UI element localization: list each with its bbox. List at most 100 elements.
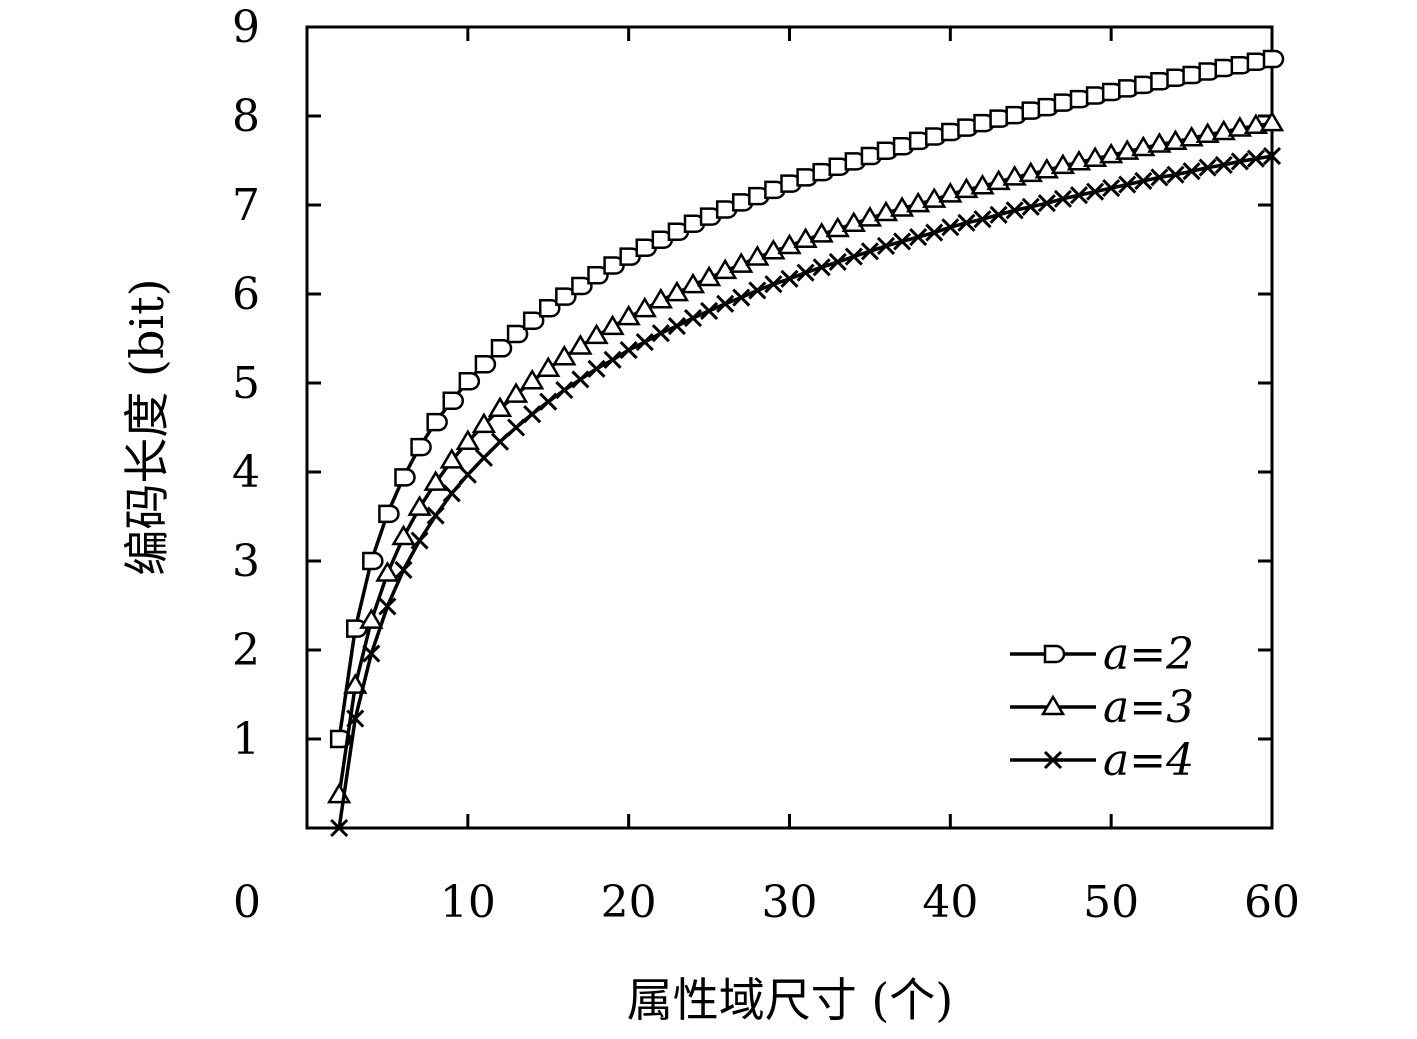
data-point-a4 — [909, 227, 928, 247]
data-point-a2 — [426, 412, 448, 432]
legend-label-a2: a=2 — [1103, 629, 1194, 680]
data-point-a2 — [378, 504, 400, 524]
data-point-a3 — [1147, 132, 1172, 153]
data-point-a4 — [330, 818, 349, 838]
data-point-a4 — [828, 252, 847, 272]
data-point-a3 — [503, 382, 529, 403]
data-point-a2 — [362, 551, 384, 571]
data-point-a4 — [362, 644, 381, 663]
data-point-a4 — [796, 263, 815, 282]
data-point-a4 — [1166, 165, 1185, 184]
legend-marker-a4 — [1043, 750, 1063, 770]
axis-ticks — [307, 27, 1272, 828]
data-point-a4 — [844, 247, 863, 266]
data-point-a4 — [1198, 158, 1217, 177]
y-tick-label: 5 — [232, 358, 260, 409]
data-point-a4 — [507, 418, 526, 437]
data-point-a4 — [346, 709, 365, 728]
legend-item-a4: a=4 — [1010, 735, 1194, 786]
data-point-a3 — [455, 429, 481, 450]
data-point-a3 — [1227, 115, 1253, 137]
x-tick-label: 60 — [1244, 877, 1300, 928]
legend-item-a2: a=2 — [1010, 629, 1194, 680]
data-point-a3 — [1195, 122, 1220, 143]
data-point-a4 — [973, 210, 992, 229]
data-point-a3 — [536, 356, 561, 378]
y-tick-label: 7 — [232, 180, 260, 231]
data-point-a4 — [925, 223, 944, 242]
data-point-a3 — [487, 396, 513, 418]
y-tick-label: 4 — [232, 447, 260, 498]
data-point-a4 — [651, 324, 670, 343]
data-point-a3 — [519, 368, 545, 390]
data-point-a2 — [522, 311, 545, 330]
data-point-a2 — [619, 247, 641, 266]
legend-label-a4: a=4 — [1103, 735, 1194, 786]
data-point-a2 — [458, 371, 481, 391]
series-a3 — [326, 110, 1285, 804]
data-point-a4 — [474, 448, 493, 467]
x-tick-label: 10 — [440, 877, 496, 928]
data-point-a3 — [343, 673, 368, 694]
data-point-a2 — [346, 619, 368, 638]
data-point-a4 — [957, 213, 976, 232]
data-point-a4 — [1230, 152, 1249, 171]
data-point-a3 — [1115, 139, 1140, 160]
data-point-a3 — [745, 245, 770, 266]
data-point-a2 — [442, 391, 464, 411]
x-tick-label: 0 — [233, 877, 261, 928]
data-point-a4 — [378, 597, 397, 616]
data-point-a2 — [571, 276, 593, 296]
data-point-a4 — [1262, 146, 1282, 166]
data-point-a2 — [410, 437, 432, 457]
y-tick-label: 9 — [232, 2, 260, 53]
data-point-a4 — [893, 232, 912, 251]
data-point-a4 — [716, 294, 735, 313]
data-point-a3 — [954, 177, 979, 199]
data-point-a3 — [1211, 119, 1236, 141]
y-tick-label: 6 — [232, 269, 260, 320]
data-point-a3 — [1018, 161, 1043, 183]
data-point-a4 — [1069, 186, 1089, 205]
series-layer — [326, 49, 1285, 838]
data-point-a4 — [1134, 171, 1153, 191]
data-point-a3 — [712, 258, 738, 280]
tick-labels: 0 10 20 30 40 50 60 1 2 3 4 5 6 7 8 9 — [232, 2, 1300, 928]
data-point-a3 — [471, 412, 497, 434]
data-point-a3 — [423, 470, 448, 491]
legend-marker-a3 — [1040, 694, 1066, 716]
data-point-a4 — [667, 316, 686, 336]
data-point-a3 — [1179, 125, 1204, 147]
data-point-a4 — [587, 359, 606, 378]
data-point-a2 — [394, 468, 416, 487]
y-tick-label: 3 — [232, 536, 260, 587]
x-tick-label: 40 — [922, 877, 978, 928]
y-axis-title: 编码长度 (bit) — [120, 278, 174, 575]
data-point-a3 — [1066, 149, 1092, 171]
y-tick-label: 8 — [232, 91, 260, 142]
data-point-a4 — [1182, 162, 1201, 181]
data-point-a4 — [571, 370, 590, 389]
data-point-a2 — [587, 266, 609, 285]
x-tick-label: 50 — [1083, 877, 1139, 928]
data-point-a4 — [1005, 201, 1024, 220]
data-point-a4 — [1150, 168, 1169, 187]
data-point-a2 — [603, 256, 625, 275]
y-tick-label: 2 — [232, 625, 260, 676]
x-tick-label: 30 — [762, 877, 818, 928]
data-point-a4 — [619, 341, 638, 360]
data-point-a4 — [603, 350, 622, 369]
data-point-a4 — [812, 258, 831, 277]
data-point-a3 — [568, 334, 593, 355]
data-point-a3 — [359, 608, 384, 629]
data-point-a3 — [648, 287, 674, 309]
data-point-a4 — [1118, 175, 1137, 194]
data-point-a3 — [777, 233, 802, 255]
data-point-a3 — [680, 272, 706, 294]
data-point-a2 — [506, 324, 529, 344]
data-point-a3 — [729, 252, 754, 273]
data-point-a2 — [1262, 49, 1285, 69]
data-point-a4 — [1214, 155, 1233, 175]
data-point-a4 — [748, 281, 767, 300]
data-point-a4 — [1086, 182, 1105, 201]
